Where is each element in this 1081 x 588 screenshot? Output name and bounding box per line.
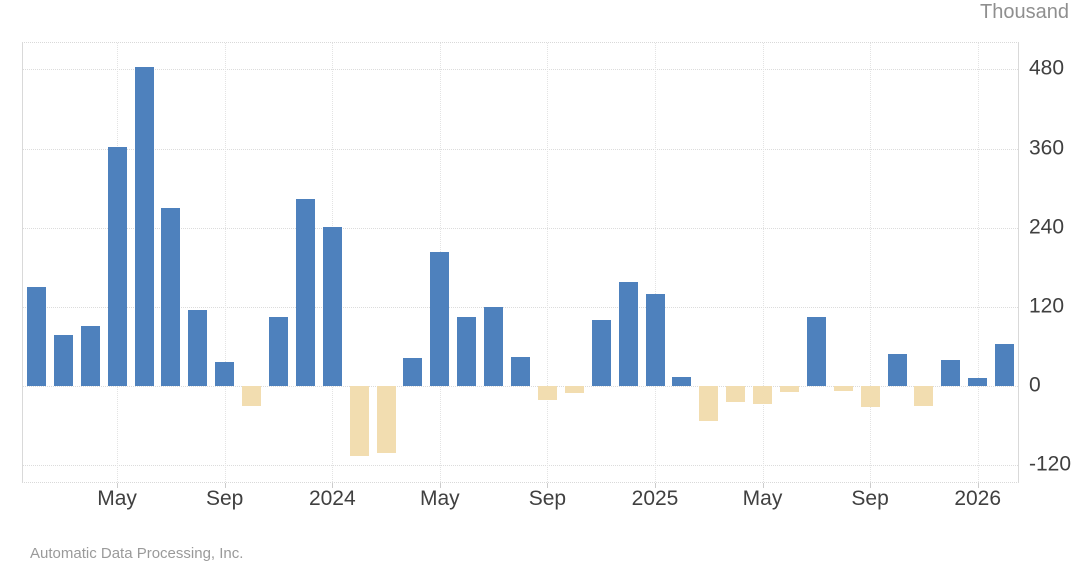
v-gridline-2025: [655, 43, 656, 482]
bar-oct-2025: [887, 354, 907, 386]
y-axis-tick-label: 480: [1029, 56, 1065, 80]
h-gridline-120: [23, 306, 1018, 308]
bar-nov-2023: [269, 317, 288, 386]
bar-sep-2023: [215, 362, 235, 386]
h-gridline-480: [23, 69, 1018, 71]
bar-jul-2024: [484, 306, 504, 386]
bar-jan-2026: [968, 377, 988, 386]
bar-feb-2023: [26, 286, 46, 386]
bar-apr-2024: [403, 358, 423, 386]
x-axis-tick-mark: [655, 483, 656, 488]
bar-feb-2025: [672, 376, 692, 386]
x-axis-tick-label: Sep: [206, 487, 244, 510]
v-gridline-2026: [977, 43, 979, 482]
x-axis-tick-mark: [332, 483, 334, 488]
v-gridline-sep: [547, 43, 549, 482]
bar-mar-2023: [53, 335, 73, 386]
bar-dec-2025: [941, 360, 961, 386]
bar-apr-2023: [80, 326, 100, 386]
bar-jun-2024: [457, 317, 477, 386]
bar-oct-2024: [564, 385, 584, 394]
bar-dec-2023: [295, 199, 315, 386]
v-gridline-sep: [224, 43, 226, 482]
bar-jan-2024: [322, 226, 342, 386]
y-axis-tick-label: -120: [1029, 452, 1072, 476]
h-gridline-360: [23, 148, 1018, 150]
v-gridline-sep: [870, 43, 872, 482]
v-gridline-may: [762, 43, 764, 482]
x-axis-tick-label: Sep: [528, 487, 567, 510]
x-axis-tick-label: 2025: [631, 487, 679, 510]
bar-feb-2026: [995, 344, 1015, 386]
bar-jun-2023: [134, 67, 154, 386]
bar-feb-2024: [349, 385, 369, 457]
h-gridline--120: [23, 464, 1018, 466]
y-axis-unit-label: Thousand: [980, 1, 1069, 23]
bar-jul-2025: [806, 317, 826, 386]
bar-may-2025: [753, 385, 772, 404]
x-axis-tick-mark: [762, 483, 764, 488]
bar-sep-2024: [537, 385, 557, 401]
bar-apr-2025: [726, 385, 746, 403]
x-axis-tick-mark: [870, 483, 872, 488]
x-axis-tick-label: May: [419, 487, 460, 510]
bar-jun-2025: [779, 385, 799, 393]
x-axis-tick-label: 2026: [954, 487, 1002, 510]
y-axis-tick-label: 240: [1029, 215, 1065, 239]
x-axis-tick-mark: [117, 483, 119, 488]
y-axis-tick-label: 360: [1029, 136, 1065, 160]
x-axis-tick-label: May: [742, 487, 783, 510]
x-axis-tick-mark: [439, 483, 441, 488]
bar-jan-2025: [645, 293, 665, 386]
x-axis-tick-label: May: [97, 487, 137, 510]
bar-aug-2023: [188, 310, 208, 386]
bar-mar-2025: [699, 385, 719, 422]
bar-dec-2024: [618, 282, 638, 386]
bar-nov-2025: [914, 385, 934, 406]
bar-may-2023: [107, 147, 127, 386]
y-axis-tick-label: 0: [1029, 373, 1041, 397]
bar-jul-2023: [161, 207, 181, 386]
x-axis-tick-mark: [977, 483, 979, 488]
h-gridline-0: [23, 385, 1018, 387]
x-axis-tick-mark: [224, 483, 226, 488]
plot-area: [22, 42, 1019, 483]
x-axis-tick-label: 2024: [308, 487, 356, 510]
bar-aug-2024: [511, 357, 530, 386]
source-attribution: Automatic Data Processing, Inc.: [30, 545, 244, 562]
bar-aug-2025: [833, 385, 853, 392]
x-axis-tick-mark: [547, 483, 549, 488]
bar-may-2024: [430, 252, 450, 386]
y-axis-tick-label: 120: [1029, 294, 1065, 318]
bar-sep-2025: [860, 385, 880, 407]
x-axis-tick-label: Sep: [851, 487, 889, 510]
h-gridline-240: [23, 227, 1018, 229]
bar-oct-2023: [242, 385, 262, 406]
bar-nov-2024: [591, 319, 611, 386]
bar-mar-2024: [376, 385, 396, 453]
